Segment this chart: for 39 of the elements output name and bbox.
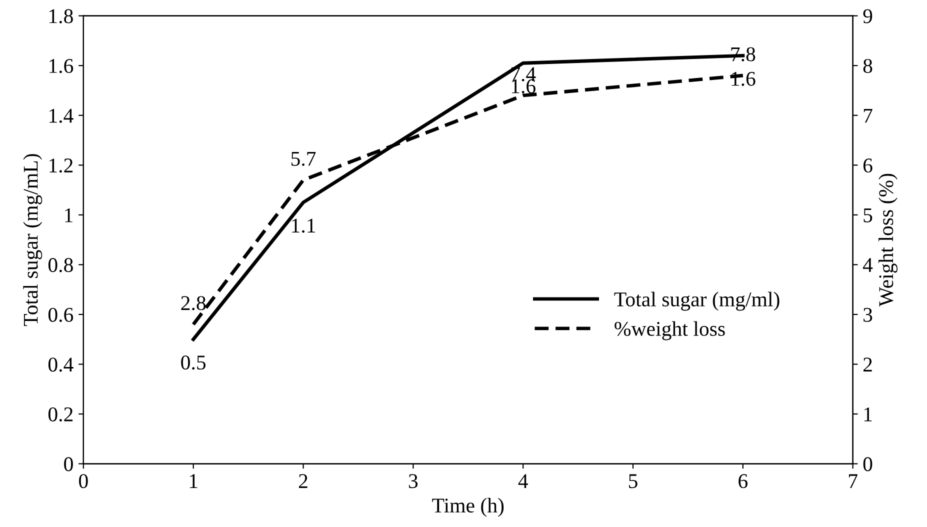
x-axis-title: Time (h) <box>432 498 504 517</box>
y-tick-label: 0 <box>64 457 73 472</box>
y2-tick-label: 5 <box>864 208 872 222</box>
y-axis-title: Total sugar (mg/mL) <box>23 154 42 326</box>
y-tick-label: 0.8 <box>48 258 73 272</box>
y-tick-label: 1.4 <box>50 108 74 123</box>
data-label: 2.8 <box>181 296 206 310</box>
y2-tick-label: 6 <box>863 158 872 173</box>
y-tick-label: 0.6 <box>48 308 74 322</box>
y2-tick-label: 0 <box>863 457 872 472</box>
data-label: 1.6 <box>512 79 536 94</box>
y2-tick-label: 8 <box>863 58 872 74</box>
legend-label: %weight loss <box>614 321 725 340</box>
y2-tick-label: 4 <box>862 258 873 272</box>
y2-tick-label: 9 <box>863 9 872 24</box>
y-tick-label: 1.8 <box>50 9 73 24</box>
y2-tick-label: 3 <box>864 308 872 322</box>
y-tick-label: 1.6 <box>50 59 74 74</box>
y-tick-label: 0.2 <box>48 407 73 422</box>
data-label: 5.7 <box>291 152 316 166</box>
x-tick-label: 3 <box>408 474 418 488</box>
y2-axis-title: Weight loss (%) <box>878 174 898 307</box>
x-tick-label: 1 <box>190 474 198 488</box>
y-tick-label: 0.4 <box>48 358 74 372</box>
x-tick-label: 2 <box>298 474 308 488</box>
x-tick-label: 0 <box>79 474 88 488</box>
data-label: 7.8 <box>731 47 756 62</box>
x-tick-label: 6 <box>738 474 748 488</box>
y-tick-label: 1 <box>65 208 72 222</box>
x-tick-label: 7 <box>849 474 858 488</box>
x-tick-label: 4 <box>518 474 528 488</box>
y2-tick-label: 7 <box>864 108 872 123</box>
x-tick-label: 5 <box>629 474 638 488</box>
y2-tick-label: 2 <box>863 358 872 372</box>
data-label: 0.5 <box>181 355 206 370</box>
legend-label: Total sugar (mg/ml) <box>614 292 780 311</box>
y-tick-label: 1.2 <box>50 158 73 173</box>
data-label: 1.1 <box>292 218 316 233</box>
y2-tick-label: 1 <box>864 407 872 422</box>
